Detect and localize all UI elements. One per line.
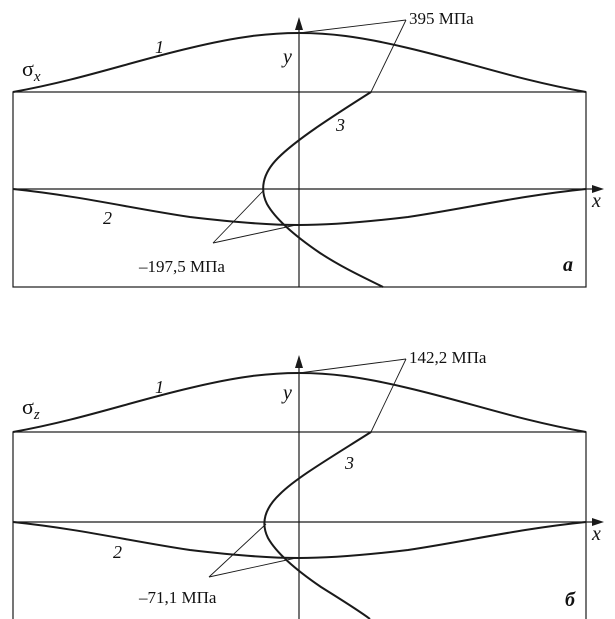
panel-b-max-leader-2 — [370, 358, 407, 433]
panel-b-stress-label: σz — [22, 394, 40, 423]
panel-a-x-label: x — [591, 190, 601, 212]
panel-a-x-arrow — [592, 185, 604, 193]
panel-a-y-label: y — [281, 46, 292, 68]
panel-a-curve-2 — [12, 188, 587, 227]
panel-b-curve-3-label: 3 — [344, 453, 354, 473]
panel-b-y-label: y — [281, 382, 292, 404]
panel-b-curve-2-label: 2 — [113, 542, 122, 562]
panel-b: σz 1 2 3 y x 142,2 МПа –71,1 МПа б — [12, 348, 604, 619]
panel-a-curve-1-label: 1 — [155, 37, 164, 57]
panel-b-max-leader-1 — [298, 358, 407, 374]
panel-a-max-label: 395 МПа — [409, 9, 474, 28]
panel-a-max-leader-2 — [370, 19, 407, 93]
panel-a-stress-label: σx — [22, 56, 41, 85]
panel-a-curve-3-label: 3 — [335, 115, 345, 135]
panel-a-max-leader-1 — [298, 19, 407, 34]
panel-b-min-leader-2 — [208, 557, 297, 578]
panel-a-min-leader-1 — [212, 189, 265, 244]
panel-a-y-arrow — [295, 17, 303, 30]
panel-b-curve-1-label: 1 — [155, 377, 164, 397]
panel-a: σx 1 2 3 y x 395 МПа –197,5 МПа a — [12, 9, 604, 288]
panel-a-letter: a — [563, 254, 573, 276]
panel-b-max-label: 142,2 МПа — [409, 348, 487, 367]
panel-a-min-leader-2 — [212, 224, 297, 244]
panel-b-x-arrow — [592, 518, 604, 526]
panel-b-curve-3 — [263, 431, 372, 619]
panel-b-y-arrow — [295, 355, 303, 368]
panel-a-curve-2-label: 2 — [103, 208, 112, 228]
panel-b-min-label: –71,1 МПа — [138, 588, 217, 607]
panel-b-x-label: x — [591, 523, 601, 545]
panel-a-min-label: –197,5 МПа — [138, 257, 225, 276]
panel-b-curve-2 — [12, 521, 587, 560]
panel-b-letter: б — [565, 589, 576, 611]
panel-a-curve-3 — [262, 91, 384, 288]
panel-b-min-leader-1 — [208, 523, 267, 578]
